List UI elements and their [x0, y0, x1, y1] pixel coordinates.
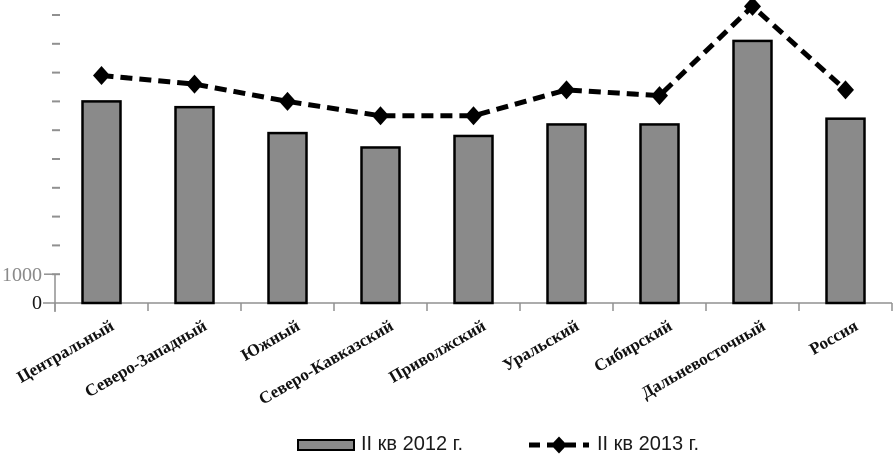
legend-bar-swatch-icon — [297, 438, 355, 451]
legend-item-2013: II кв 2013 г. — [527, 433, 699, 456]
line-series-2013 — [101, 2, 848, 119]
y-axis-label-0: 0 — [32, 292, 42, 314]
diamond-marker-Северо-Западный — [186, 74, 203, 94]
legend: II кв 2012 г. II кв 2013 г. — [0, 433, 894, 456]
plot-canvas — [43, 0, 893, 312]
legend-label-2012: II кв 2012 г. — [361, 433, 464, 455]
diamond-marker-Сибирский — [651, 86, 668, 106]
bar-Россия — [825, 117, 866, 305]
diamond-marker-Центральный — [93, 65, 110, 85]
bar-Приволжский — [453, 134, 494, 305]
diamond-marker-Южный — [279, 91, 296, 111]
diamond-marker-Уральский — [558, 80, 575, 100]
diamond-marker-Россия — [837, 80, 854, 100]
legend-dashed-line-diamond-icon — [529, 436, 589, 453]
bar-Сибирский — [639, 123, 680, 305]
diamond-marker-Северо-Кавказский — [372, 106, 389, 126]
bar-Южный — [267, 131, 308, 305]
y-axis-label-1000: 1000 — [2, 264, 42, 286]
bar-Уральский — [546, 123, 587, 305]
bar-Дальневосточный — [732, 39, 773, 305]
bar-Северо-Кавказский — [360, 146, 401, 305]
diamond-marker-Приволжский — [465, 106, 482, 126]
legend-label-2013: II кв 2013 г. — [597, 433, 700, 455]
diamond-marker-Дальневосточный — [744, 0, 761, 16]
bar-Центральный — [81, 100, 122, 305]
legend-item-2012: II кв 2012 г. — [297, 433, 463, 456]
bar-Северо-Западный — [174, 105, 215, 305]
